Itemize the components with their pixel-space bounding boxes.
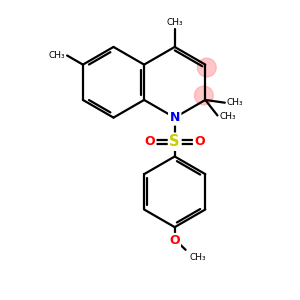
Circle shape: [197, 58, 216, 77]
Circle shape: [194, 86, 213, 105]
Text: O: O: [194, 135, 205, 148]
Text: CH₃: CH₃: [227, 98, 244, 106]
Text: O: O: [145, 135, 155, 148]
Text: CH₃: CH₃: [48, 51, 65, 60]
Text: S: S: [169, 134, 180, 149]
Text: O: O: [169, 234, 180, 247]
Text: N: N: [169, 111, 180, 124]
Text: CH₃: CH₃: [220, 112, 236, 121]
Text: CH₃: CH₃: [167, 18, 183, 27]
Text: CH₃: CH₃: [189, 253, 206, 262]
